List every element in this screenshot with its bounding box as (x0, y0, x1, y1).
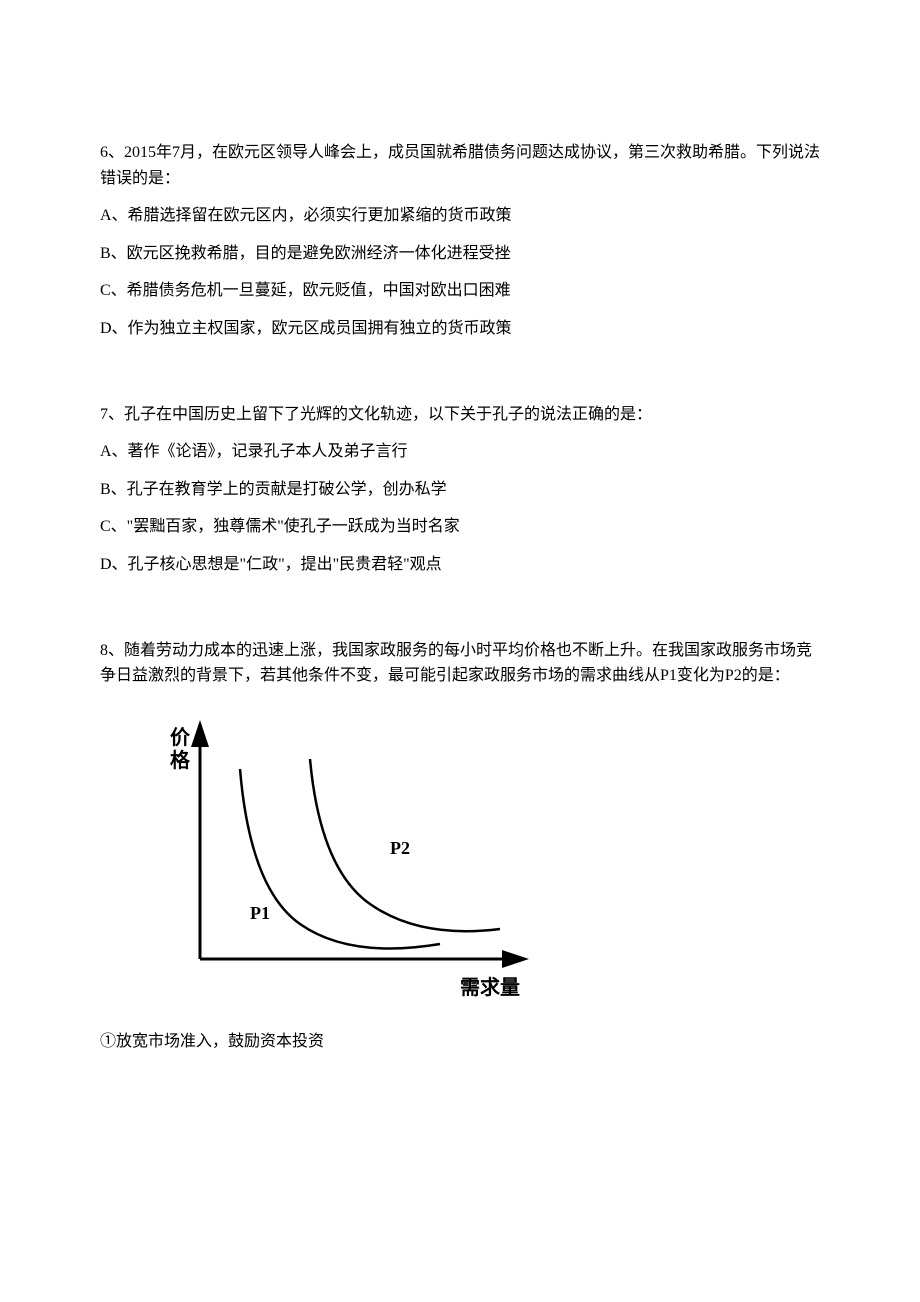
svg-text:P2: P2 (390, 838, 410, 858)
question-8-statement-1: ①放宽市场准入，鼓励资本投资 (100, 1029, 820, 1055)
question-6-option-d: D、作为独立主权国家，欧元区成员国拥有独立的货币政策 (100, 316, 820, 342)
chart-svg: 价格需求量 P1 P2 (140, 709, 540, 1009)
question-6-option-b: B、欧元区挽救希腊，目的是避免欧洲经济一体化进程受挫 (100, 241, 820, 267)
svg-text:P1: P1 (250, 903, 270, 923)
question-6: 6、2015年7月，在欧元区领导人峰会上，成员国就希腊债务问题达成协议，第三次救… (100, 140, 820, 342)
question-7-option-d: D、孔子核心思想是"仁政"，提出"民贵君轻"观点 (100, 552, 820, 578)
question-7-option-c: C、"罢黜百家，独尊儒术"使孔子一跃成为当时名家 (100, 514, 820, 540)
question-6-option-a: A、希腊选择留在欧元区内，必须实行更加紧缩的货币政策 (100, 203, 820, 229)
demand-curve-chart: 价格需求量 P1 P2 (140, 709, 820, 1009)
question-7-text: 7、孔子在中国历史上留下了光辉的文化轨迹，以下关于孔子的说法正确的是： (100, 402, 820, 428)
question-7-option-a: A、著作《论语》，记录孔子本人及弟子言行 (100, 439, 820, 465)
svg-text:格: 格 (170, 748, 191, 772)
svg-text:价: 价 (170, 726, 191, 749)
question-6-option-c: C、希腊债务危机一旦蔓延，欧元贬值，中国对欧出口困难 (100, 278, 820, 304)
question-7: 7、孔子在中国历史上留下了光辉的文化轨迹，以下关于孔子的说法正确的是： A、著作… (100, 402, 820, 578)
svg-text:需求量: 需求量 (460, 976, 520, 999)
question-6-text: 6、2015年7月，在欧元区领导人峰会上，成员国就希腊债务问题达成协议，第三次救… (100, 140, 820, 191)
question-8: 8、随着劳动力成本的迅速上涨，我国家政服务的每小时平均价格也不断上升。在我国家政… (100, 638, 820, 1055)
question-8-text: 8、随着劳动力成本的迅速上涨，我国家政服务的每小时平均价格也不断上升。在我国家政… (100, 638, 820, 689)
question-7-option-b: B、孔子在教育学上的贡献是打破公学，创办私学 (100, 477, 820, 503)
